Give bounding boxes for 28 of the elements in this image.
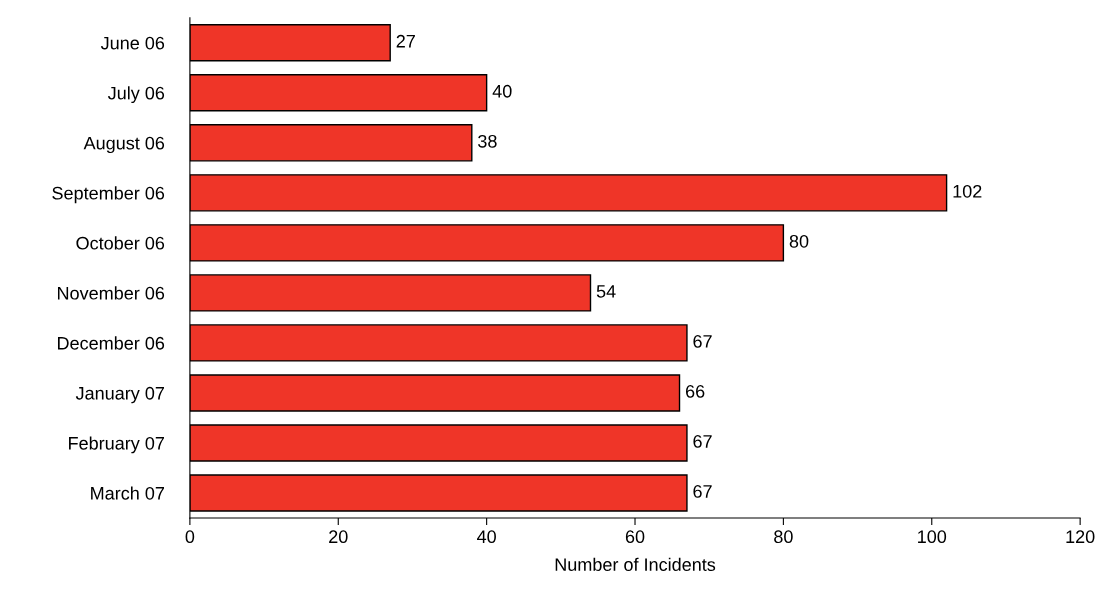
- data-label: 54: [596, 285, 616, 298]
- x-tick-label: 20: [329, 530, 348, 544]
- x-tick-label: 100: [918, 530, 947, 544]
- x-tick-label: 40: [477, 530, 496, 544]
- x-tick-label: 60: [625, 530, 645, 544]
- data-label: 38: [478, 134, 497, 148]
- y-tick-label: February 07: [69, 436, 164, 454]
- data-label: 80: [789, 234, 809, 248]
- x-axis-title: Number of Incidents: [555, 557, 716, 572]
- y-tick-label: December 06: [57, 336, 165, 350]
- x-tick-label: 120: [1066, 530, 1095, 544]
- x-tick-label: 80: [774, 530, 793, 544]
- data-label: 67: [693, 485, 712, 498]
- data-label: 40: [492, 84, 512, 98]
- y-tick-label: August 06: [83, 136, 165, 154]
- x-tick-label: 0: [185, 530, 195, 544]
- y-tick-label: October 06: [76, 236, 165, 250]
- data-label: 27: [396, 34, 415, 48]
- y-tick-label: September 06: [52, 186, 165, 204]
- y-tick-label: March 07: [91, 486, 164, 500]
- y-tick-label: January 07: [75, 386, 164, 404]
- y-tick-label: June 06: [100, 36, 165, 50]
- data-label: 66: [686, 385, 705, 398]
- data-label: 67: [693, 334, 712, 348]
- data-label: 67: [693, 435, 712, 448]
- y-tick-label: July 06: [107, 86, 165, 104]
- data-label: 102: [953, 184, 982, 198]
- y-tick-label: November 06: [57, 286, 165, 300]
